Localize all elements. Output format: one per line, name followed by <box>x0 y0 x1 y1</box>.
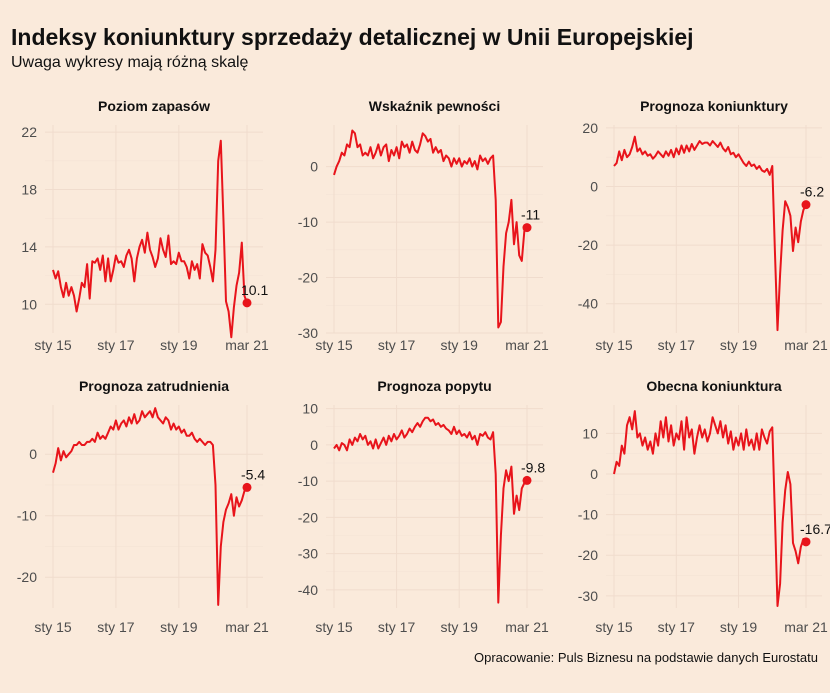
end-value-label: -5.4 <box>241 466 265 482</box>
y-tick-label: -30 <box>298 546 318 562</box>
y-tick-label: 0 <box>590 179 598 195</box>
x-tick-label: sty 19 <box>441 337 479 353</box>
x-tick-label: mar 21 <box>225 337 269 353</box>
y-tick-label: 18 <box>21 182 37 198</box>
end-value-label: 10.1 <box>241 282 268 298</box>
panel-title: Prognoza koniunktury <box>640 98 788 114</box>
y-tick-label: 14 <box>21 239 37 255</box>
y-tick-label: 10 <box>582 425 598 441</box>
panel-wskaznik-pewnosci: Wskaźnik pewności -30 -20 -10 0 sty 15 sty 17 s… <box>298 98 549 353</box>
x-tick-label: sty 17 <box>97 337 135 353</box>
y-tick-label: -20 <box>298 509 318 525</box>
y-tick-label: -40 <box>578 296 598 312</box>
end-point <box>801 200 811 210</box>
series-line <box>613 135 807 332</box>
end-value-label: -6.2 <box>800 184 824 200</box>
panel-title: Wskaźnik pewności <box>369 98 500 114</box>
series-line <box>333 129 528 329</box>
chart-title: Indeksy koniunktury sprzedaży detaliczne… <box>11 24 694 50</box>
y-tick-label: 10 <box>302 401 318 417</box>
x-tick-label: sty 15 <box>315 337 353 353</box>
panel-title: Prognoza zatrudnienia <box>79 378 229 394</box>
x-tick-label: sty 19 <box>720 619 758 635</box>
end-point <box>242 482 252 492</box>
x-tick-label: mar 21 <box>505 337 549 353</box>
y-tick-label: -30 <box>578 588 598 604</box>
y-tick-label: -20 <box>578 547 598 563</box>
y-tick-label: 22 <box>21 124 37 140</box>
x-tick-label: sty 19 <box>720 337 758 353</box>
y-tick-label: -10 <box>578 507 598 523</box>
y-tick-label: -20 <box>298 270 318 286</box>
y-tick-label: 20 <box>582 120 598 136</box>
y-tick-label: 0 <box>29 446 37 462</box>
y-tick-label: 0 <box>310 159 318 175</box>
y-tick-label: 0 <box>590 466 598 482</box>
panel-prognoza-koniunktury: Prognoza koniunktury -40 -20 0 20 sty 15 sty 1… <box>578 98 828 353</box>
x-tick-label: sty 15 <box>595 337 633 353</box>
x-tick-label: sty 17 <box>658 337 696 353</box>
x-tick-label: sty 19 <box>441 619 479 635</box>
y-tick-label: -10 <box>298 473 318 489</box>
y-tick-label: -20 <box>17 569 37 585</box>
x-tick-label: sty 17 <box>97 619 135 635</box>
end-point <box>522 475 532 485</box>
series-line <box>613 410 807 607</box>
panel-poziom-zapasow: Poziom zapasów 10 14 18 22 sty 15 sty 17 sty 19… <box>21 98 269 353</box>
end-value-label: -16.7 <box>800 521 830 537</box>
series-line <box>52 139 248 339</box>
source-caption: Opracowanie: Puls Biznesu na podstawie d… <box>474 650 818 665</box>
y-tick-label: -40 <box>298 582 318 598</box>
panel-title: Poziom zapasów <box>98 98 210 114</box>
x-tick-label: mar 21 <box>784 337 828 353</box>
x-tick-label: sty 15 <box>595 619 633 635</box>
y-tick-label: -10 <box>17 508 37 524</box>
x-tick-label: sty 19 <box>160 619 198 635</box>
y-tick-label: -20 <box>578 237 598 253</box>
y-tick-label: 10 <box>21 296 37 312</box>
chart-subtitle: Uwaga wykresy mają różną skalę <box>11 54 249 71</box>
x-tick-label: sty 17 <box>378 619 416 635</box>
end-point <box>801 537 811 547</box>
end-value-label: -11 <box>521 207 540 223</box>
end-point <box>242 298 252 308</box>
x-tick-label: sty 17 <box>378 337 416 353</box>
panel-title: Obecna koniunktura <box>646 378 782 394</box>
panel-title: Prognoza popytu <box>377 378 491 394</box>
x-tick-label: sty 15 <box>315 619 353 635</box>
y-tick-label: 0 <box>310 437 318 453</box>
x-tick-label: mar 21 <box>225 619 269 635</box>
x-tick-label: sty 15 <box>34 337 72 353</box>
x-tick-label: mar 21 <box>784 619 828 635</box>
panel-prognoza-popytu: Prognoza popytu -40 -30 -20 -10 0 10 sty 15 sty … <box>298 378 549 635</box>
y-tick-label: -30 <box>298 325 318 341</box>
series-line <box>52 407 248 606</box>
panel-obecna-koniunktura: Obecna koniunktura -30 -20 -10 0 10 sty 15 sty … <box>578 378 830 635</box>
panel-prognoza-zatrudnienia: Prognoza zatrudnienia -20 -10 0 sty 15 sty 17… <box>17 378 269 635</box>
x-tick-label: sty 17 <box>658 619 696 635</box>
x-tick-label: sty 19 <box>160 337 198 353</box>
series-line <box>333 416 528 604</box>
x-tick-label: mar 21 <box>505 619 549 635</box>
end-value-label: -9.8 <box>521 459 545 475</box>
end-point <box>522 223 532 233</box>
y-tick-label: -10 <box>298 214 318 230</box>
x-tick-label: sty 15 <box>34 619 72 635</box>
